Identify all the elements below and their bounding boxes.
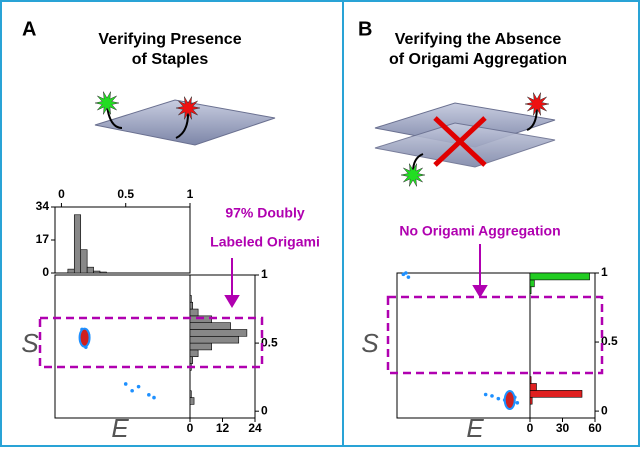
y-tick-label: 0 (42, 265, 49, 279)
hist-bar (530, 280, 534, 287)
axis-label: S (361, 328, 379, 358)
hist-bar (530, 287, 531, 294)
hist-bar (68, 269, 74, 273)
y-tick-label: 0.5 (261, 335, 278, 349)
hist-bar (530, 377, 531, 384)
hist-bar (190, 302, 193, 309)
point (130, 389, 134, 393)
hist-bar (190, 357, 193, 364)
title: of Staples (132, 51, 209, 68)
point (147, 393, 151, 397)
hist-bar (530, 273, 590, 280)
y-tick-label: 0 (601, 403, 608, 417)
x-tick-label: 0 (58, 187, 65, 201)
axis-label: S (21, 328, 39, 358)
hist-bar (190, 398, 194, 405)
hist-bar (100, 272, 106, 273)
hist-bar (190, 336, 239, 343)
hist-bar (530, 397, 532, 404)
x-tick-label: 24 (248, 421, 262, 435)
point (152, 396, 156, 400)
hist-bar (530, 383, 537, 390)
hist-bar (74, 215, 80, 273)
point-core (80, 329, 90, 347)
point (484, 393, 488, 397)
title: Verifying Presence (98, 31, 241, 48)
annotation: 97% Doubly (225, 205, 305, 221)
y-tick-label: 1 (601, 265, 608, 279)
point (516, 401, 520, 405)
point (497, 397, 501, 401)
hist-bar (87, 267, 93, 273)
panel-label: A (22, 18, 36, 40)
y-tick-label: 1 (261, 267, 268, 281)
title: Verifying the Absence (395, 31, 562, 48)
y-tick-label: 34 (36, 199, 50, 213)
x-tick-label: 0.5 (117, 187, 134, 201)
hist-bar (190, 391, 191, 398)
point (137, 385, 141, 389)
hist-bar (190, 329, 247, 336)
panel-label: B (358, 18, 372, 40)
hist-bar (530, 390, 582, 397)
point (404, 271, 408, 275)
plot-frame (55, 275, 190, 418)
annotation: No Origami Aggregation (399, 223, 560, 239)
x-tick-label: 60 (588, 421, 602, 435)
point (124, 382, 128, 386)
point-core (505, 391, 515, 409)
annotation: Labeled Origami (210, 234, 320, 250)
hist-bar (190, 309, 198, 316)
hist-bar (190, 323, 231, 330)
y-tick-label: 0.5 (601, 334, 618, 348)
point (407, 275, 411, 279)
x-tick-label: 0 (527, 421, 534, 435)
hist-bar (190, 295, 191, 302)
hist-bar (190, 343, 212, 350)
y-tick-label: 0 (261, 403, 268, 417)
hist-bar (94, 271, 100, 273)
x-tick-label: 12 (216, 421, 230, 435)
origami-illustration (95, 100, 555, 172)
title: of Origami Aggregation (389, 51, 567, 68)
figure: A Verifying Presence of Staples 97% Doub… (0, 0, 640, 447)
hist-bar (81, 250, 87, 273)
x-tick-label: 30 (556, 421, 570, 435)
hist-bar (190, 350, 198, 357)
x-tick-label: 0 (187, 421, 194, 435)
y-tick-label: 17 (36, 232, 50, 246)
x-tick-label: 1 (187, 187, 194, 201)
point (490, 394, 494, 398)
